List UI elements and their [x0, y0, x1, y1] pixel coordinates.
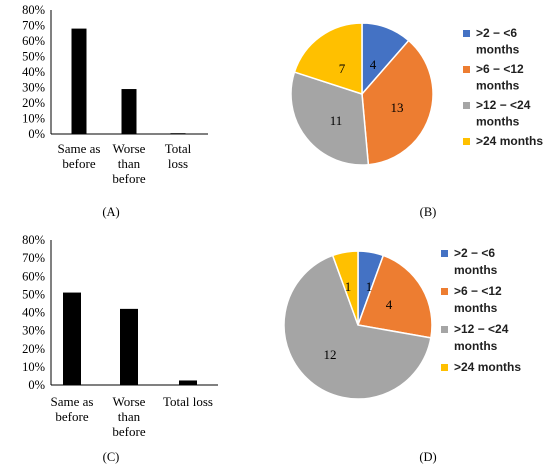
legend-swatch	[463, 30, 470, 37]
legend-swatch	[463, 102, 470, 109]
panel-label: (A)	[102, 205, 119, 219]
y-tick-label: 40%	[22, 65, 45, 79]
y-tick-label: 0%	[28, 127, 45, 141]
pie-slice	[293, 22, 363, 96]
y-tick-label: 30%	[22, 81, 45, 95]
bar	[179, 380, 197, 385]
slice-value-label: 7	[339, 61, 346, 76]
legend-label: >12 − <24 months	[476, 98, 531, 129]
pie-slice	[356, 254, 433, 339]
y-tick-label: 50%	[22, 287, 45, 301]
x-category-label: Same as before	[51, 394, 94, 424]
bar-chart-a: 0%10% 20%30% 40%50% 60%70% 80% Same as before W…	[22, 3, 208, 219]
legend-label: >24 months	[454, 360, 521, 374]
slice-value-label: 4	[370, 57, 377, 72]
y-tick-label: 70%	[22, 251, 45, 265]
bar	[63, 292, 81, 385]
pie-slice	[290, 71, 370, 166]
x-category-label: Worse than before	[112, 141, 145, 186]
x-category-label: Total loss	[165, 141, 192, 171]
y-tick-label: 20%	[22, 96, 45, 110]
slice-value-label: 4	[386, 297, 393, 312]
legend-label: >12 − <24 months	[454, 322, 509, 353]
legend-swatch	[441, 288, 448, 295]
pie-slice	[283, 254, 432, 400]
legend-label: >2 − <6 months	[454, 246, 498, 277]
bar	[71, 28, 87, 135]
pie-slice	[361, 39, 434, 166]
panel-label: (B)	[420, 205, 437, 219]
pie-slice	[331, 250, 359, 326]
pie-chart-b: 4 13 11 7 >2 − <6 months >6 − <12 months >12 − <…	[290, 22, 543, 219]
x-category-label: Worse than before	[112, 394, 145, 439]
y-tick-label: 20%	[22, 342, 45, 356]
bar-chart-c: 0% 10% 20% 30% 40% 50% 60% 70% 80% Same as before W…	[22, 233, 218, 464]
y-tick-label: 10%	[22, 112, 45, 126]
legend-label: >24 months	[476, 134, 543, 148]
legend-swatch	[441, 364, 448, 371]
slice-value-label: 12	[324, 347, 337, 362]
bar	[120, 308, 138, 385]
legend-label: >2 − <6 months	[476, 26, 520, 57]
bar	[170, 133, 186, 134]
legend-swatch	[463, 66, 470, 73]
y-tick-label: 40%	[22, 306, 45, 320]
bar	[121, 89, 137, 134]
panel-label: (D)	[419, 450, 436, 464]
y-tick-label: 30%	[22, 324, 45, 338]
slice-value-label: 13	[391, 100, 404, 115]
legend-label: >6 − <12 months	[476, 62, 524, 93]
y-tick-label: 60%	[22, 269, 45, 283]
legend-label: >6 − <12 months	[454, 284, 502, 315]
y-tick-label: 70%	[22, 19, 45, 33]
legend-swatch	[441, 326, 448, 333]
x-category-label: Total loss	[163, 394, 213, 409]
legend-swatch	[441, 250, 448, 257]
x-category-label: Same as before	[58, 141, 101, 171]
y-tick-label: 0%	[28, 378, 45, 392]
slice-value-label: 1	[366, 279, 373, 294]
legend-swatch	[463, 138, 470, 145]
y-tick-label: 10%	[22, 360, 45, 374]
y-tick-label: 80%	[22, 233, 45, 247]
panel-label: (C)	[103, 450, 120, 464]
y-tick-label: 60%	[22, 34, 45, 48]
y-tick-label: 50%	[22, 50, 45, 64]
slice-value-label: 1	[345, 279, 352, 294]
slice-value-label: 11	[330, 113, 343, 128]
y-tick-label: 80%	[22, 3, 45, 17]
